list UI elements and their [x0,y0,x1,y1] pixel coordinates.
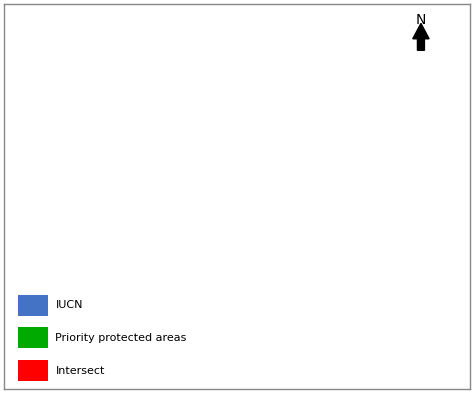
Text: IUCN: IUCN [55,300,83,310]
Text: Intersect: Intersect [55,365,105,376]
FancyBboxPatch shape [18,360,48,381]
Text: Priority protected areas: Priority protected areas [55,333,187,343]
FancyArrow shape [413,24,429,50]
FancyBboxPatch shape [18,295,48,316]
FancyBboxPatch shape [18,327,48,349]
Text: N: N [416,13,426,27]
